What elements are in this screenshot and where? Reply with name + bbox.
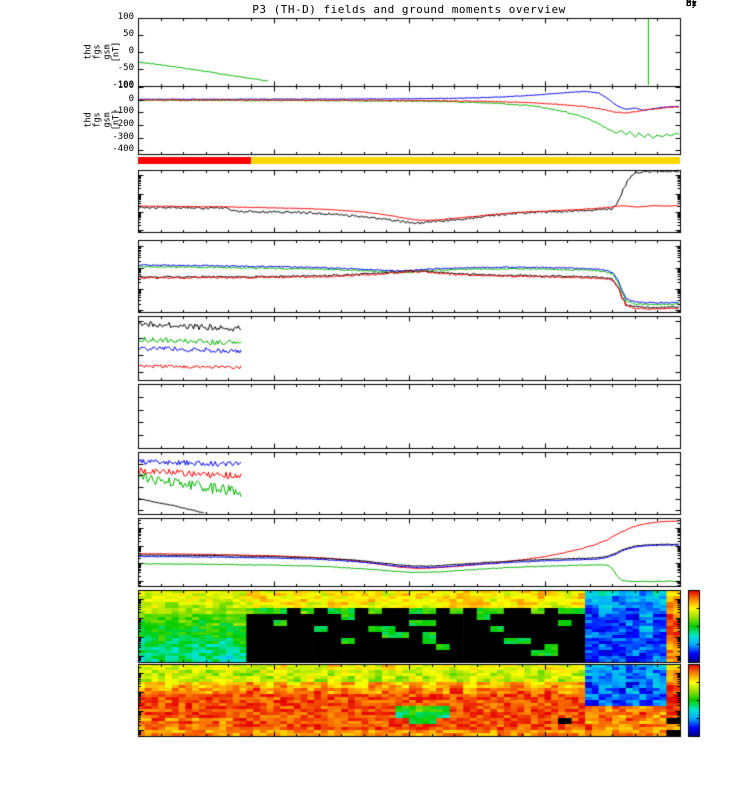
y-tick-fgs_lower: -400	[112, 143, 134, 154]
label: by	[686, 0, 697, 9]
y-tick-fgs_upper: -50	[117, 62, 134, 73]
y-tick-fgs_upper: -100	[112, 79, 134, 90]
y-tick-fgs_upper: 100	[117, 11, 134, 22]
y-tick-fgs_lower: -200	[112, 118, 134, 129]
label: Bx	[686, 0, 697, 9]
label: Bz	[686, 0, 697, 9]
y-tick-fgs_lower: 100	[117, 80, 134, 91]
y-tick-fgs_upper: 0	[128, 45, 134, 56]
label: Bt	[686, 0, 697, 9]
y-tick-fgs_upper: 50	[123, 28, 134, 39]
label: bx	[686, 0, 697, 9]
y-tick-fgs_lower: -100	[112, 105, 134, 116]
label: By	[686, 0, 697, 9]
label: bz	[686, 0, 697, 9]
y-tick-fgs_lower: 0	[128, 93, 134, 104]
plot-title: P3 (TH-D) fields and ground moments over…	[252, 3, 566, 16]
y-tick-fgs_lower: -300	[112, 131, 134, 142]
